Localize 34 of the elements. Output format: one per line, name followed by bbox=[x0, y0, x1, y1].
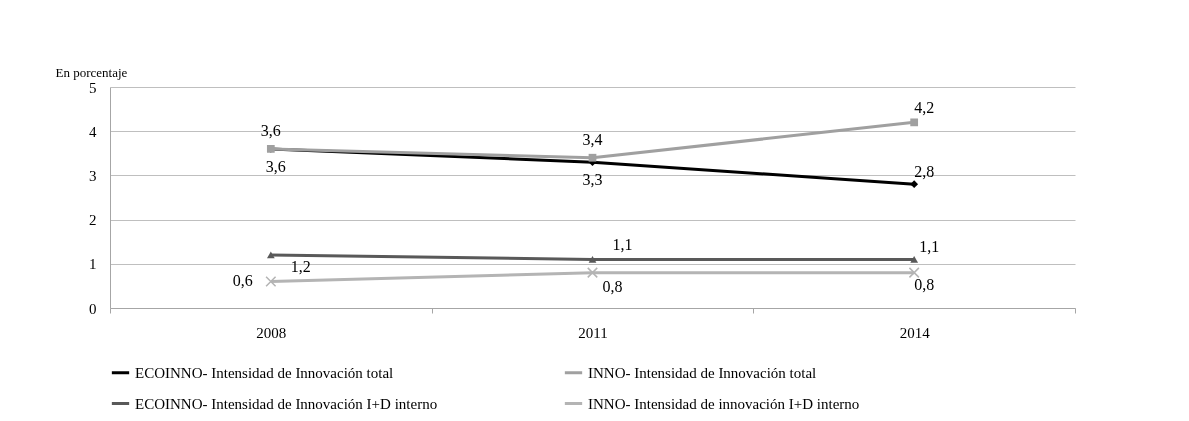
data-label: 2,8 bbox=[914, 163, 935, 181]
y-tick-label: 5 bbox=[89, 79, 97, 96]
legend-label: INNO- Intensidad de innovación I+D interno bbox=[588, 395, 860, 412]
data-label: 3,3 bbox=[582, 171, 603, 189]
data-label: 3,4 bbox=[582, 130, 603, 148]
point bbox=[910, 256, 919, 263]
point bbox=[588, 256, 597, 263]
y-tick-label: 3 bbox=[89, 167, 97, 184]
point bbox=[908, 267, 920, 279]
legend-label: ECOINNO- Intensidad de Innovación I+D interno bbox=[135, 395, 438, 412]
data-label: 3,6 bbox=[260, 121, 281, 139]
point bbox=[910, 180, 919, 189]
legend-label: ECOINNO- Intensidad de Innovación total bbox=[135, 364, 394, 381]
y-axis-title: En porcentaje bbox=[55, 64, 128, 80]
data-label: 0,8 bbox=[914, 275, 935, 293]
data-label: 1,1 bbox=[919, 238, 940, 256]
y-tick-label: 1 bbox=[89, 256, 97, 273]
point bbox=[265, 275, 277, 287]
y-tick-label: 0 bbox=[89, 300, 97, 317]
y-tick-label: 4 bbox=[89, 123, 97, 140]
x-tick-label: 2011 bbox=[578, 324, 608, 341]
data-label: 3,6 bbox=[265, 157, 286, 175]
data-label: 1,2 bbox=[290, 257, 311, 275]
data-label: 0,8 bbox=[602, 277, 623, 295]
y-tick-label: 2 bbox=[89, 212, 97, 229]
x-tick-label: 2014 bbox=[899, 324, 931, 341]
point bbox=[587, 267, 598, 279]
data-label: 4,2 bbox=[914, 99, 935, 117]
point bbox=[910, 118, 919, 127]
x-tick-label: 2008 bbox=[256, 324, 287, 341]
data-label: 0,6 bbox=[232, 272, 253, 290]
legend-label: INNO- Intensidad de Innovación total bbox=[588, 364, 817, 381]
point bbox=[588, 153, 597, 162]
data-label: 1,1 bbox=[612, 236, 633, 254]
